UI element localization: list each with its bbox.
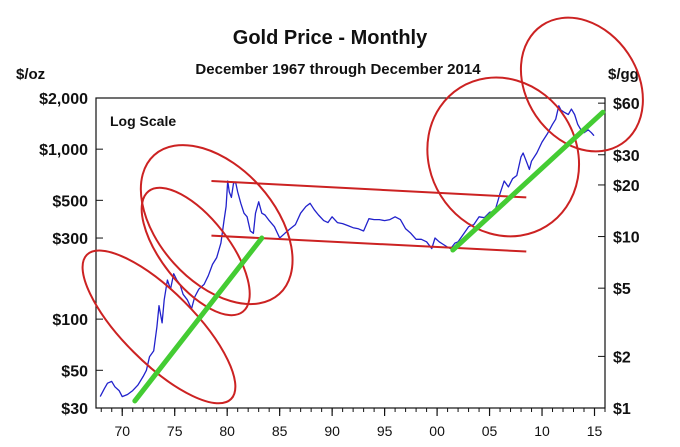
chart-subtitle: December 1967 through December 2014 (195, 61, 481, 78)
left-tick-label: $2,000 (39, 91, 88, 108)
series-layer (99, 105, 595, 398)
left-tick-label: $300 (52, 231, 88, 248)
price-series-line (99, 105, 595, 398)
left-tick-label: $50 (61, 363, 88, 380)
x-tick-label: 90 (324, 423, 340, 439)
channel-line (211, 179, 527, 199)
x-tick-label: 10 (534, 423, 550, 439)
x-tick-label: 75 (167, 423, 183, 439)
left-axis-unit: $/oz (16, 66, 45, 83)
chart-title: Gold Price - Monthly (233, 27, 428, 49)
x-tick-label: 80 (219, 423, 235, 439)
left-tick-label: $500 (52, 193, 88, 210)
right-axis-unit: $/gg (608, 66, 639, 83)
x-tick-label: 15 (587, 423, 603, 439)
right-tick-label: $60 (613, 96, 640, 113)
right-tick-label: $10 (613, 230, 640, 247)
left-tick-label: $30 (61, 401, 88, 418)
trend-line (132, 235, 265, 404)
axis-ticks: $2,000$1,000$500$300$100$50$30$60$30$20$… (39, 91, 640, 439)
right-tick-label: $30 (613, 148, 640, 165)
x-tick-label: 05 (482, 423, 498, 439)
left-tick-label: $100 (52, 312, 88, 329)
log-scale-note: Log Scale (110, 113, 176, 129)
left-tick-label: $1,000 (39, 142, 88, 159)
highlight-ellipse (519, 16, 644, 153)
right-tick-label: $5 (613, 281, 631, 298)
x-tick-label: 95 (377, 423, 393, 439)
plot-frame (95, 97, 606, 409)
highlight-ellipse (81, 249, 237, 405)
right-tick-label: $2 (613, 349, 631, 366)
right-tick-label: $1 (613, 401, 631, 418)
x-tick-label: 70 (114, 423, 130, 439)
highlight-ellipse (140, 186, 251, 317)
x-tick-label: 00 (429, 423, 445, 439)
right-tick-label: $20 (613, 178, 640, 195)
highlight-ellipse (139, 144, 294, 306)
highlight-ellipse (426, 76, 581, 238)
x-tick-label: 85 (272, 423, 288, 439)
annotation-overlays (81, 16, 644, 405)
trend-line (450, 109, 606, 253)
